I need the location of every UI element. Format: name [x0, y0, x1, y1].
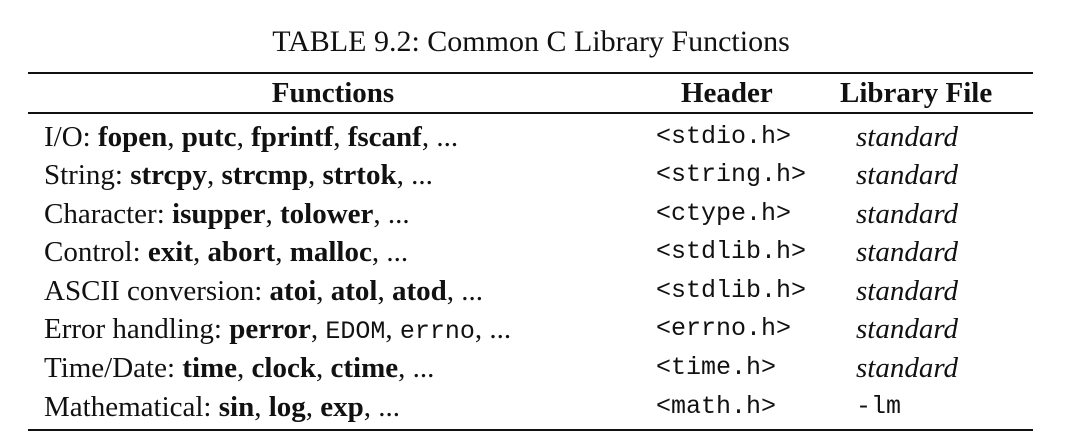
separator: ,	[315, 352, 331, 385]
separator: ,	[333, 120, 348, 153]
library-file-cell: -lm	[856, 391, 902, 421]
header-row: Functions Header Library File	[28, 74, 1033, 112]
category-label: I/O:	[44, 120, 98, 153]
category-label: String:	[44, 159, 131, 192]
header-file-cell: <stdlib.h>	[656, 237, 807, 267]
separator: , ...	[396, 159, 433, 192]
function-name: log	[268, 390, 306, 423]
function-name: ctime	[330, 352, 399, 385]
header-file-cell: <errno.h>	[656, 314, 792, 344]
column-header-functions: Functions	[271, 77, 395, 109]
separator: ,	[265, 197, 280, 230]
function-name: errno	[399, 317, 475, 347]
function-name: time	[182, 352, 238, 385]
table-body: I/O: fopen, putc, fprintf, fscanf, ... <s…	[28, 118, 1033, 427]
separator: ,	[167, 120, 182, 153]
functions-cell: Time/Date: time, clock, ctime, ...	[44, 349, 434, 387]
bottom-rule	[28, 429, 1033, 432]
separator: , ...	[373, 197, 410, 230]
separator: ,	[193, 236, 208, 269]
library-file-cell: standard	[856, 313, 959, 346]
separator: , ...	[398, 352, 435, 385]
table-row: I/O: fopen, putc, fprintf, fscanf, ... <s…	[28, 118, 1033, 157]
function-name: abort	[207, 236, 276, 269]
function-name: atol	[330, 274, 378, 307]
library-file-cell: standard	[856, 120, 959, 153]
table-row: Character: isupper, tolower, ... <ctype.h…	[28, 195, 1033, 234]
category-label: Error handling:	[44, 313, 230, 346]
functions-cell: Control: exit, abort, malloc, ...	[44, 233, 408, 271]
table-row: ASCII conversion: atoi, atol, atod, ... <…	[28, 272, 1033, 311]
separator: , ...	[446, 274, 484, 307]
separator: ,	[307, 159, 323, 192]
library-file-cell: standard	[856, 352, 959, 385]
function-name: strtok	[322, 159, 397, 192]
header-rule	[28, 112, 1033, 114]
separator: ,	[305, 390, 321, 423]
functions-cell: String: strcpy, strcmp, strtok, ...	[44, 156, 433, 194]
function-name: EDOM	[325, 317, 386, 347]
separator: ,	[310, 313, 326, 346]
category-label: Character:	[44, 197, 173, 230]
separator: , ...	[363, 390, 401, 423]
table-row: Control: exit, abort, malloc, ... <stdlib…	[28, 233, 1033, 272]
function-name: fopen	[97, 120, 168, 153]
function-name: exp	[320, 390, 364, 423]
separator: , ...	[421, 120, 459, 153]
table-caption: TABLE 9.2: Common C Library Functions	[272, 25, 790, 58]
functions-cell: Mathematical: sin, log, exp, ...	[44, 388, 400, 426]
functions-cell: Error handling: perror, EDOM, errno, ...	[44, 310, 511, 351]
function-name: atoi	[269, 274, 317, 307]
library-file-cell: standard	[856, 197, 959, 230]
separator: ,	[377, 274, 392, 307]
function-name: atod	[391, 274, 447, 307]
category-label: Mathematical:	[44, 390, 219, 423]
library-file-cell: standard	[856, 236, 959, 269]
functions-cell: Character: isupper, tolower, ...	[44, 195, 410, 233]
library-file-cell: standard	[856, 274, 959, 307]
function-name: putc	[181, 120, 237, 153]
library-file-cell: standard	[856, 159, 959, 192]
separator: ,	[236, 120, 252, 153]
function-name: fprintf	[251, 120, 334, 153]
functions-cell: ASCII conversion: atoi, atol, atod, ...	[44, 272, 483, 310]
table-row: Time/Date: time, clock, ctime, ... <time.…	[28, 349, 1033, 388]
functions-cell: I/O: fopen, putc, fprintf, fscanf, ...	[44, 118, 458, 156]
separator: ,	[316, 274, 331, 307]
header-file-cell: <stdlib.h>	[656, 275, 807, 305]
library-functions-table: Functions Header Library File I/O: fopen…	[28, 72, 1033, 432]
function-name: clock	[251, 352, 316, 385]
table-row: Error handling: perror, EDOM, errno, ...…	[28, 310, 1033, 349]
function-name: sin	[218, 390, 255, 423]
category-label: Time/Date:	[44, 352, 183, 385]
function-name: strcpy	[130, 159, 208, 192]
header-file-cell: <time.h>	[656, 353, 777, 383]
header-file-cell: <math.h>	[656, 391, 777, 421]
separator: , ...	[371, 236, 409, 269]
separator: ,	[237, 352, 252, 385]
header-file-cell: <ctype.h>	[656, 198, 792, 228]
function-name: strcmp	[221, 159, 308, 192]
column-header-library-file: Library File	[840, 77, 993, 109]
category-label: Control:	[44, 236, 148, 269]
separator: ,	[385, 313, 400, 346]
function-name: fscanf	[347, 120, 422, 153]
function-name: perror	[229, 313, 311, 346]
table-row: String: strcpy, strcmp, strtok, ... <stri…	[28, 156, 1033, 195]
function-name: exit	[147, 236, 194, 269]
function-name: isupper	[172, 197, 266, 230]
top-rule	[28, 72, 1033, 74]
separator: ,	[275, 236, 290, 269]
table-row: Mathematical: sin, log, exp, ... <math.h>…	[28, 388, 1033, 427]
category-label: ASCII conversion:	[44, 274, 270, 307]
separator: ,	[207, 159, 222, 192]
function-name: tolower	[280, 197, 374, 230]
column-header-header: Header	[681, 77, 773, 109]
separator: , ...	[474, 313, 512, 346]
function-name: malloc	[289, 236, 372, 269]
separator: ,	[254, 390, 269, 423]
header-file-cell: <stdio.h>	[656, 121, 792, 151]
header-file-cell: <string.h>	[656, 160, 807, 190]
